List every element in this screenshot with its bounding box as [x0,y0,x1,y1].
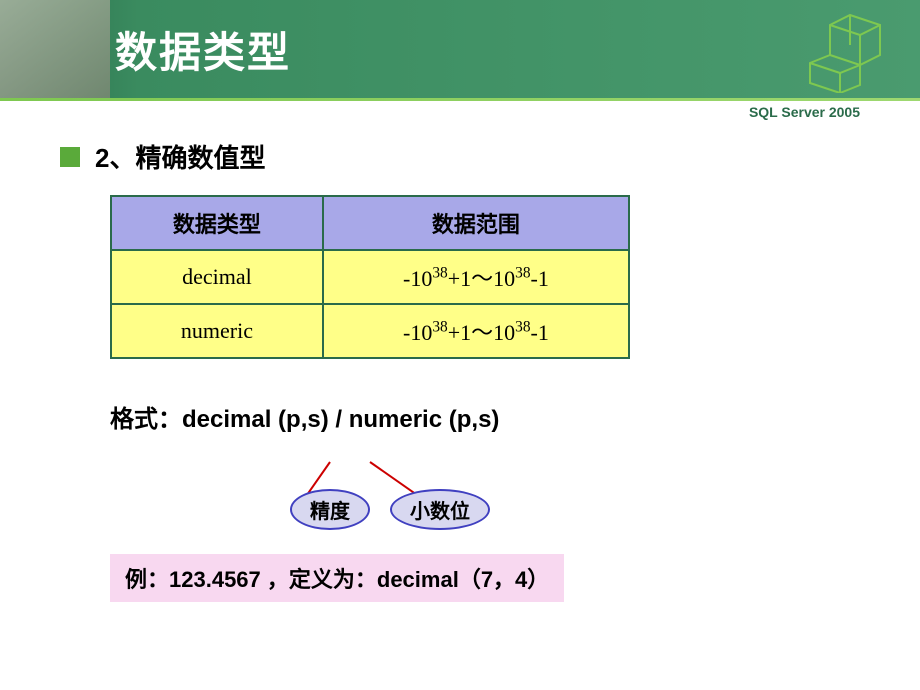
ellipse-precision: 精度 [290,489,370,530]
header-photo [0,0,110,98]
section-heading: 2、精确数值型 [60,138,860,175]
example-value: 123.4567 ，定义为：decimal（7，4） [169,567,549,592]
cell-range: -1038+1～1038-1 [323,304,629,358]
example-label: 例： [125,567,169,592]
section-name: 、精确数值型 [109,143,265,173]
format-label: 格式： [110,406,182,433]
cube-icon [800,5,900,93]
slide-title: 数据类型 [115,19,291,80]
annotation-diagram: 精度 小数位 [250,449,550,529]
section-title-text: 2、精确数值型 [95,138,265,175]
section-number: 2 [95,143,109,173]
example-box: 例：123.4567 ，定义为：decimal（7，4） [110,554,564,602]
datatype-table: 数据类型 数据范围 decimal -1038+1～1038-1 numeric… [110,195,630,359]
slide-content: 2、精确数值型 数据类型 数据范围 decimal -1038+1～1038-1… [0,123,920,602]
table-row: numeric -1038+1～1038-1 [111,304,629,358]
cell-range: -1038+1～1038-1 [323,250,629,304]
col-header-range: 数据范围 [323,196,629,250]
bullet-icon [60,147,80,167]
format-value: decimal (p,s) / numeric (p,s) [182,406,499,433]
cell-type: numeric [111,304,323,358]
subtitle: SQL Server 2005 [0,101,920,123]
col-header-type: 数据类型 [111,196,323,250]
table-header-row: 数据类型 数据范围 [111,196,629,250]
cell-type: decimal [111,250,323,304]
format-text: 格式：decimal (p,s) / numeric (p,s) [110,399,860,434]
slide-header: 数据类型 [0,0,920,98]
table-row: decimal -1038+1～1038-1 [111,250,629,304]
ellipse-scale: 小数位 [390,489,490,530]
